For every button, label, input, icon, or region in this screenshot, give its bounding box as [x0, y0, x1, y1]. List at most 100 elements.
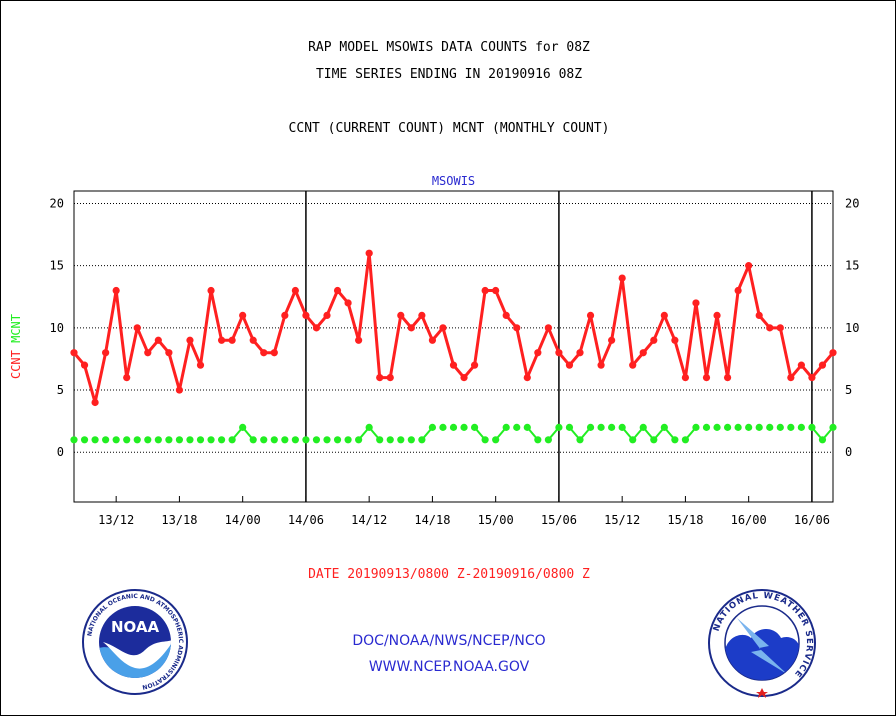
data-point-mcnt — [196, 436, 205, 444]
data-point-ccnt — [597, 361, 605, 369]
data-point-mcnt — [629, 436, 637, 444]
data-point-ccnt — [270, 349, 278, 357]
noaa-logo[interactable]: NATIONAL OCEANIC AND ATMOSPHERIC ADMINIS… — [81, 588, 189, 700]
data-point-mcnt — [365, 423, 373, 431]
x-tick-label: 13/12 — [98, 513, 134, 527]
data-point-ccnt — [386, 374, 394, 382]
data-point-mcnt — [723, 423, 732, 431]
data-point-mcnt — [407, 436, 415, 444]
data-point-ccnt — [133, 324, 141, 332]
data-point-mcnt — [597, 423, 605, 431]
x-tick-label: 13/18 — [161, 513, 197, 527]
data-point-ccnt — [713, 311, 721, 319]
data-point-ccnt — [745, 262, 753, 270]
data-point-mcnt — [133, 436, 141, 444]
y-tick-label-left: 20 — [50, 196, 64, 210]
data-point-mcnt — [544, 436, 552, 444]
data-point-ccnt — [565, 361, 574, 369]
data-point-mcnt — [428, 423, 437, 431]
data-point-ccnt — [281, 311, 289, 319]
data-point-ccnt — [196, 361, 205, 369]
data-point-ccnt — [80, 361, 89, 369]
data-point-mcnt — [302, 436, 310, 444]
data-point-ccnt — [681, 374, 690, 382]
data-point-mcnt — [154, 436, 162, 444]
data-point-ccnt — [323, 311, 331, 319]
footer-url-link[interactable]: WWW.NCEP.NOAA.GOV — [368, 659, 530, 675]
x-tick-label: 15/06 — [541, 513, 577, 527]
data-point-mcnt — [618, 423, 626, 431]
y-tick-label-right: 5 — [845, 383, 852, 397]
chart-title-line-3: CCNT (CURRENT COUNT) MCNT (MONTHLY COUNT… — [288, 121, 610, 136]
x-tick-label: 14/12 — [351, 513, 387, 527]
data-point-ccnt — [723, 374, 732, 382]
y-axis-label-ccnt: CCNT — [9, 343, 23, 379]
data-point-ccnt — [766, 324, 774, 332]
chart-subtitle: MSOWIS — [432, 174, 475, 188]
data-point-mcnt — [386, 436, 394, 444]
data-point-ccnt — [154, 336, 162, 344]
data-point-mcnt — [144, 436, 152, 444]
data-point-ccnt — [544, 324, 552, 332]
data-point-mcnt — [270, 436, 278, 444]
x-tick-label: 16/06 — [794, 513, 830, 527]
data-point-mcnt — [460, 423, 468, 431]
x-tick-label: 14/18 — [414, 513, 450, 527]
y-axis-label-mcnt: MCNT — [9, 314, 23, 343]
data-point-mcnt — [439, 423, 447, 431]
data-point-mcnt — [207, 436, 215, 444]
data-point-ccnt — [102, 349, 110, 357]
data-point-ccnt — [91, 398, 99, 407]
data-point-ccnt — [344, 299, 352, 307]
data-point-ccnt — [418, 311, 426, 319]
data-point-mcnt — [734, 423, 742, 431]
y-tick-label-left: 0 — [57, 445, 64, 459]
data-point-mcnt — [102, 436, 110, 444]
data-point-ccnt — [808, 374, 816, 382]
data-point-ccnt — [376, 374, 384, 382]
data-point-mcnt — [681, 436, 690, 444]
series-ccnt — [70, 249, 837, 407]
nws-logo-icon: NATIONAL WEATHER SERVICE — [708, 589, 816, 698]
data-point-mcnt — [797, 423, 805, 431]
data-point-ccnt — [829, 349, 837, 357]
data-point-mcnt — [713, 423, 721, 431]
x-tick-label: 14/06 — [288, 513, 324, 527]
data-point-ccnt — [692, 299, 700, 307]
data-point-ccnt — [492, 286, 500, 295]
x-tick-label: 15/18 — [667, 513, 703, 527]
footer-org-link[interactable]: DOC/NOAA/NWS/NCEP/NCO — [352, 633, 546, 649]
data-point-mcnt — [418, 436, 426, 444]
data-point-ccnt — [671, 336, 679, 344]
data-point-mcnt — [766, 423, 774, 431]
data-point-ccnt — [312, 324, 321, 332]
data-point-mcnt — [565, 423, 574, 431]
data-point-ccnt — [470, 361, 479, 369]
data-point-ccnt — [302, 311, 310, 319]
data-point-mcnt — [228, 436, 236, 444]
nws-logo[interactable]: NATIONAL WEATHER SERVICE — [707, 588, 817, 702]
svg-text:NOAA: NOAA — [111, 618, 160, 636]
data-point-mcnt — [829, 423, 837, 431]
data-point-mcnt — [702, 423, 711, 431]
data-point-mcnt — [481, 436, 489, 444]
data-point-mcnt — [660, 423, 668, 431]
x-tick-label: 16/00 — [731, 513, 767, 527]
data-point-ccnt — [365, 249, 373, 257]
series-mcnt — [70, 423, 837, 444]
data-point-ccnt — [755, 311, 763, 319]
chart-title-line-2: TIME SERIES ENDING IN 20190916 08Z — [315, 67, 583, 82]
data-point-ccnt — [228, 336, 236, 344]
data-point-mcnt — [355, 436, 363, 444]
data-point-mcnt — [80, 436, 89, 444]
data-point-ccnt — [787, 374, 795, 382]
data-point-ccnt — [144, 349, 152, 357]
data-point-mcnt — [808, 423, 816, 431]
data-point-ccnt — [428, 336, 437, 344]
data-point-mcnt — [502, 423, 510, 431]
data-point-mcnt — [555, 423, 563, 431]
data-point-mcnt — [818, 436, 827, 444]
data-point-ccnt — [660, 311, 668, 319]
data-point-mcnt — [745, 423, 753, 431]
